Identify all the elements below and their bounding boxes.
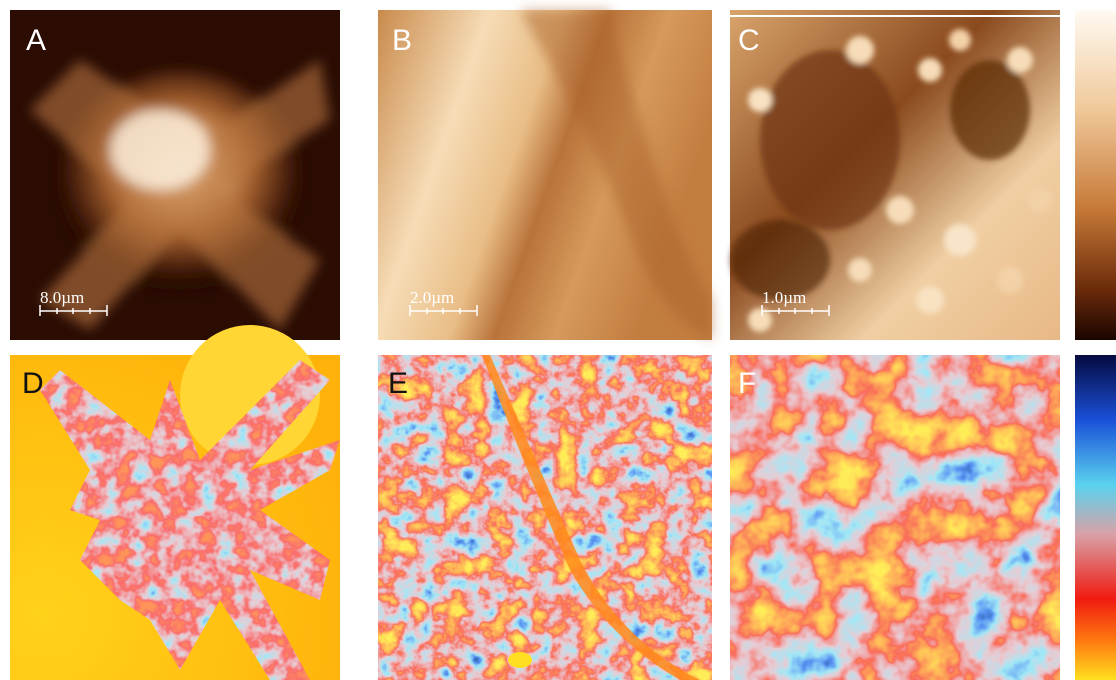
panel-label: F [738, 367, 756, 400]
scale-bar-label: 1.0µm [762, 288, 806, 307]
scale-bar-label: 8.0µm [40, 288, 84, 307]
panel-label: D [22, 367, 44, 400]
page: A B C D E F 8.0µm 2.0µm 1.0µm (() => { c… [0, 0, 1116, 680]
panel-d [10, 325, 340, 680]
scale-bar-label: 2.0µm [410, 288, 454, 307]
panel-e-spot [508, 652, 532, 668]
panel-f-image [730, 355, 1060, 680]
panel-e [378, 355, 712, 680]
figure: A B C D E F 8.0µm 2.0µm 1.0µm [0, 0, 1116, 680]
colorbar-height [1075, 10, 1116, 340]
panel-label: A [26, 24, 46, 57]
colorbar-phase [1075, 355, 1116, 680]
panel-label: C [738, 24, 760, 57]
panel-label: E [388, 367, 408, 400]
panel-f [730, 355, 1060, 680]
panel-e-image [378, 355, 712, 680]
panel-label: B [392, 24, 412, 57]
